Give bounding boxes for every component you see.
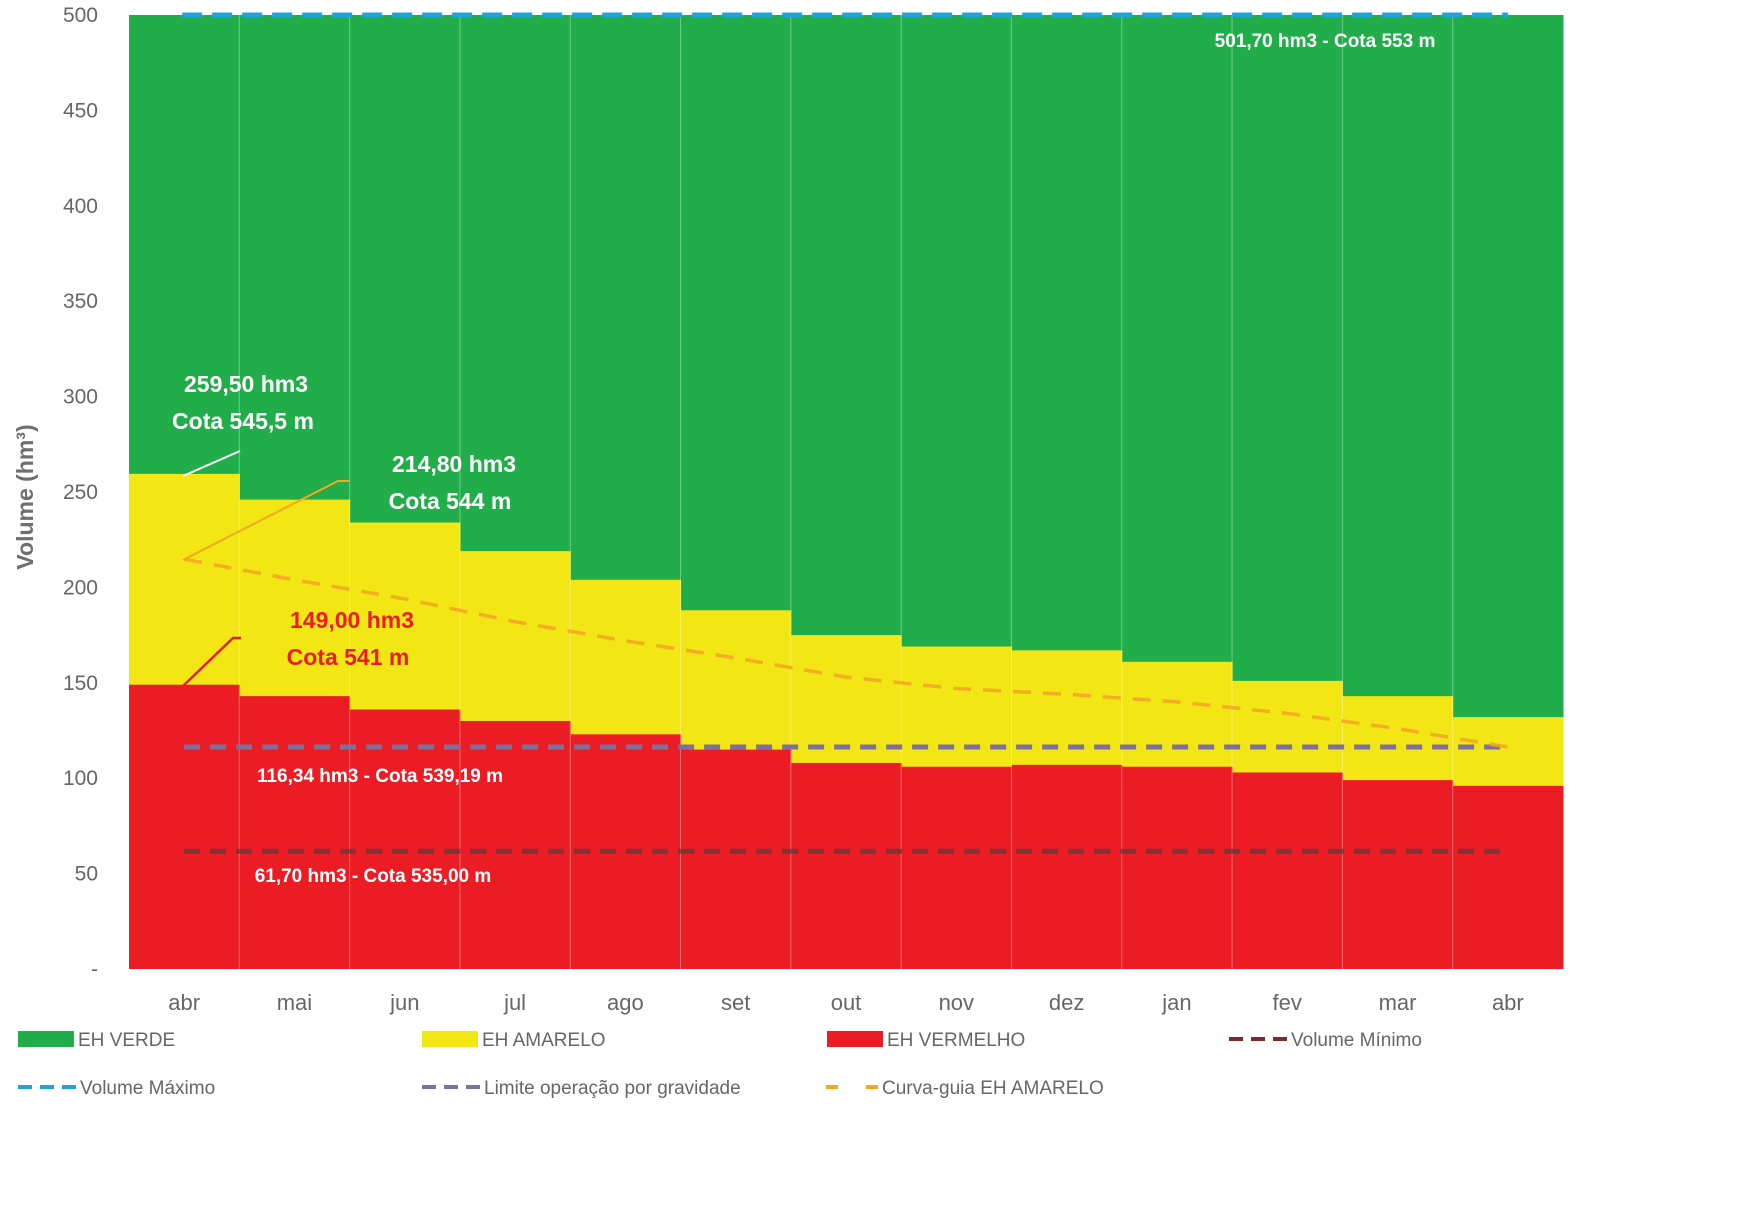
y-tick-label: 250 [63,481,98,504]
x-tick-label: jul [503,990,526,1015]
annotation-volume-minimo: 61,70 hm3 - Cota 535,00 m [255,866,492,887]
annotation-leader-curva-guia [182,480,350,561]
x-tick-label: ago [607,990,644,1015]
annotation-curva-guia-value: 214,80 hm3 [392,451,516,477]
y-tick-label: 50 [75,863,98,886]
annotation-eh-verde-value: 259,50 hm3 [184,371,308,397]
annotation-leader-verde [182,450,241,477]
annotation-curva-guia-cota: Cota 544 m [389,488,512,514]
red-step [349,709,461,969]
legend-label-eh-verde: EH VERDE [78,1030,175,1051]
x-tick-label: abr [1492,990,1524,1015]
x-tick-label: set [721,990,750,1015]
legend-swatch-eh-verde [18,1031,74,1047]
x-tick-label: fev [1273,990,1302,1015]
y-tick-label: 100 [63,767,98,790]
red-step [1342,780,1454,969]
x-tick-label: jun [389,990,419,1015]
y-tick-label: 150 [63,672,98,695]
x-tick-label: nov [939,990,974,1015]
red-step [680,749,792,969]
red-step [459,720,571,969]
y-tick-label: 450 [63,99,98,122]
y-axis-label: Volume (hm³) [12,424,38,569]
legend-label-volume-maximo: Volume Máximo [80,1078,215,1099]
red-step [1121,766,1233,969]
x-tick-label: abr [168,990,200,1015]
red-step [239,696,351,969]
chart: - 50 100 150 200 250 300 350 400 450 500 Volume (hm… [12,4,1564,1099]
red-step [901,766,1012,969]
annotation-eh-vermelho-cota: Cota 541 m [287,644,410,670]
legend-label-eh-amarelo: EH AMARELO [482,1030,606,1051]
legend-label-curva-guia: Curva-guia EH AMARELO [882,1078,1104,1099]
y-tick-label: - [91,958,98,981]
y-tick-label: 200 [63,576,98,599]
red-step [1232,772,1343,969]
red-step [1452,785,1564,969]
y-tick-label: 350 [63,290,98,313]
legend-swatch-eh-vermelho [827,1031,883,1047]
y-tick-label: 300 [63,386,98,409]
x-tick-label: mai [277,990,312,1015]
x-tick-label: mar [1379,990,1417,1015]
legend-label-eh-vermelho: EH VERMELHO [887,1030,1025,1051]
x-tick-label: out [831,990,862,1015]
annotation-leader-vermelho [182,636,241,687]
red-step [1011,764,1123,969]
red-step [790,762,902,969]
x-tick-label: dez [1049,990,1084,1015]
chart-svg: - 50 100 150 200 250 300 350 400 450 500 Volume (hm… [12,4,1564,1099]
annotation-eh-verde-cota: Cota 545,5 m [172,408,314,434]
red-step [129,684,240,969]
annotation-limite-gravidade: 116,34 hm3 - Cota 539,19 m [257,766,503,787]
legend-swatch-eh-amarelo [422,1031,478,1047]
legend-label-limite-gravidade: Limite operação por gravidade [484,1078,741,1099]
annotation-volume-maximo: 501,70 hm3 - Cota 553 m [1215,31,1436,52]
annotation-eh-vermelho-value: 149,00 hm3 [290,607,414,633]
y-tick-label: 400 [63,195,98,218]
y-tick-label: 500 [63,4,98,27]
legend-label-volume-minimo: Volume Mínimo [1291,1030,1422,1051]
x-tick-label: jan [1161,990,1191,1015]
curva-guia-line [183,557,1509,749]
